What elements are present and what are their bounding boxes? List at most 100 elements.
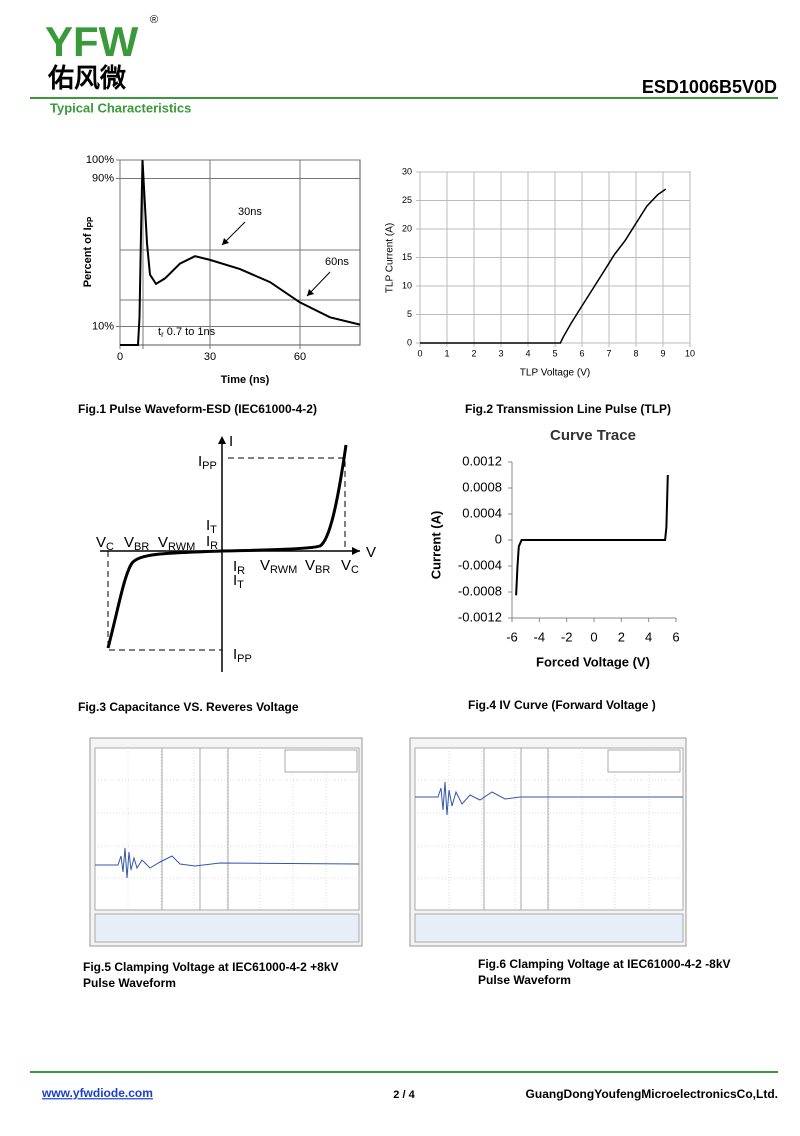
website-link[interactable]: www.yfwdiode.com <box>41 1086 153 1100</box>
label-sub: PP <box>237 653 252 665</box>
y-tick-label: -0.0008 <box>458 583 502 598</box>
section-title: Typical Characteristics <box>50 100 191 115</box>
label-sub: C <box>106 541 114 553</box>
y-tick-label: 25 <box>402 195 412 205</box>
label-main: V <box>96 534 106 551</box>
label-main: V <box>341 557 351 574</box>
iv-label: IR <box>233 558 245 577</box>
y-tick-label: 0.0008 <box>462 479 502 494</box>
y-tick-label: 30 <box>402 166 412 176</box>
caption: Fig.3 Capacitance VS. Reveres Voltage <box>78 700 299 714</box>
scope-status <box>94 913 360 943</box>
x-tick-label: 0 <box>117 351 123 363</box>
x-tick-label: 30 <box>204 351 216 363</box>
label-main: I <box>198 453 202 470</box>
label-main: I <box>233 572 237 589</box>
y-tick-label: -0.0012 <box>458 609 502 624</box>
logo-cn: 佑风微 <box>47 63 126 93</box>
iv-label: VRWM <box>158 534 195 553</box>
x-tick-label: 5 <box>552 348 557 358</box>
label-main: I <box>206 533 210 550</box>
y-tick-label: 0 <box>495 531 502 546</box>
x-axis-label: Forced Voltage (V) <box>536 654 650 669</box>
axis-label: I <box>229 433 233 450</box>
chart-title: Curve Trace <box>550 427 636 444</box>
x-tick-label: 9 <box>660 348 665 358</box>
label-sub: T <box>210 524 217 536</box>
data-line <box>420 188 667 344</box>
x-axis-label: Time (ns) <box>221 374 270 386</box>
label-main: V <box>124 534 134 551</box>
arrowhead <box>352 547 360 555</box>
y-tick-label: 0.0012 <box>462 453 502 468</box>
label-main: V <box>305 557 315 574</box>
label-main: I <box>233 558 237 575</box>
caption: Fig.1 Pulse Waveform-ESD (IEC61000-4-2) <box>78 402 317 416</box>
label-sub: BR <box>134 541 149 553</box>
label-sub: BR <box>315 564 330 576</box>
x-tick-label: 60 <box>294 351 306 363</box>
caption: Fig.6 Clamping Voltage at IEC61000-4-2 -… <box>478 957 731 971</box>
caption: Pulse Waveform <box>478 973 571 987</box>
caption: Pulse Waveform <box>83 976 176 990</box>
part-number: ESD1006B5V0D <box>642 77 777 97</box>
scope-grid <box>415 748 683 910</box>
label-sub: R <box>210 540 218 552</box>
label-sub: C <box>351 564 359 576</box>
scope-readout <box>607 749 681 773</box>
company: GuangDongYoufengMicroelectronicsCo,Ltd. <box>526 1087 778 1101</box>
label-sub: PP <box>202 460 217 472</box>
label-sub: R <box>237 565 245 577</box>
iv-label: VRWM <box>260 557 297 576</box>
label-sub: RWM <box>168 541 195 553</box>
x-tick-label: 2 <box>471 348 476 358</box>
x-tick-label: 8 <box>633 348 638 358</box>
iv-label: IPP <box>198 453 217 472</box>
y-axis-label: Current (A) <box>428 511 443 580</box>
iv-label: VC <box>341 557 359 576</box>
x-tick-label: 6 <box>579 348 584 358</box>
iv-curve <box>106 444 348 649</box>
arrowhead <box>222 238 229 245</box>
data-line <box>515 474 669 596</box>
x-tick-label: 7 <box>606 348 611 358</box>
y-axis-label: TLP Current (A) <box>385 223 396 293</box>
y-tick-label: 10% <box>92 320 114 332</box>
label-main: V <box>158 534 168 551</box>
arrowhead <box>307 289 314 296</box>
x-tick-label: -2 <box>561 629 573 644</box>
x-tick-label: 1 <box>444 348 449 358</box>
y-tick-label: 10 <box>402 280 412 290</box>
annotation: 30ns <box>238 206 262 218</box>
scope-image <box>89 737 363 947</box>
cursor <box>483 748 549 910</box>
registered-mark: ® <box>150 14 158 26</box>
iv-label: IR <box>206 533 218 552</box>
x-tick-label: 0 <box>417 348 422 358</box>
x-tick-label: 4 <box>645 629 652 644</box>
annotation: 60ns <box>325 256 349 268</box>
scope-grid <box>95 748 359 910</box>
x-tick-label: 3 <box>498 348 503 358</box>
y-tick-label: -0.0004 <box>458 557 502 572</box>
iv-label: IPP <box>233 646 252 665</box>
iv-label: VBR <box>305 557 330 576</box>
annotation: tr 0.7 to 1ns <box>158 326 216 339</box>
y-tick-label: 0.0004 <box>462 505 502 520</box>
y-tick-label: 0 <box>407 337 412 347</box>
x-axis-label: TLP Voltage (V) <box>520 368 590 379</box>
y-tick-label: 15 <box>402 252 412 262</box>
caption: Fig.4 IV Curve (Forward Voltage ) <box>468 698 656 712</box>
iv-diagram: I V <box>100 433 376 672</box>
iv-label: IT <box>206 517 217 536</box>
page-number: 2 / 4 <box>393 1089 415 1101</box>
y-tick-label: 90% <box>92 172 114 184</box>
axis-label: V <box>366 544 376 561</box>
dashed-guide <box>107 457 346 651</box>
cursor <box>161 748 229 910</box>
label-sub: RWM <box>270 564 297 576</box>
data-line <box>120 159 361 346</box>
x-tick-label: -6 <box>506 629 518 644</box>
label-main: I <box>233 646 237 663</box>
